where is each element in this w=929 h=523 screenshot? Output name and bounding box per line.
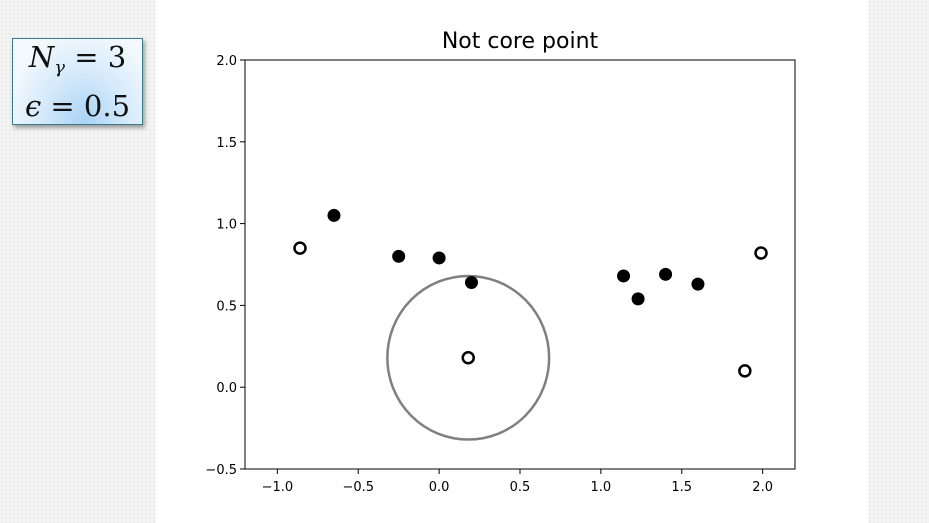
x-tick-label: −1.0: [262, 480, 294, 495]
filled-data-point: [617, 269, 631, 283]
chart-title: Not core point: [442, 29, 599, 54]
hollow-data-point: [754, 246, 768, 260]
epsilon-neighborhood-circle: [386, 274, 551, 441]
parameter-box: Nγ = 3 ϵ = 0.5: [12, 38, 143, 125]
plot-content: [293, 208, 768, 441]
min-points-symbol: N: [28, 40, 55, 74]
y-tick-label: 0.0: [216, 381, 237, 396]
y-tick-label: −0.5: [205, 463, 237, 478]
hollow-data-point: [461, 351, 475, 365]
y-tick-label: 1.0: [216, 218, 237, 233]
epsilon-parameter: ϵ = 0.5: [25, 87, 130, 125]
x-tick-label: 0.0: [429, 480, 450, 495]
filled-data-point: [464, 275, 478, 289]
y-axis: −0.5 0.0 0.5 1.0 1.5 2.0: [205, 54, 245, 478]
right-background-strip: [868, 0, 929, 523]
x-axis: −1.0 −0.5 0.0 0.5 1.0 1.5 2.0: [262, 469, 773, 495]
filled-data-point: [659, 267, 673, 281]
hollow-data-point: [293, 241, 307, 255]
plot-frame: [244, 59, 796, 470]
y-tick-label: 0.5: [216, 299, 237, 314]
min-points-value: = 3: [74, 40, 127, 74]
epsilon-value: = 0.5: [50, 89, 131, 123]
x-tick-label: 1.5: [671, 480, 692, 495]
hollow-data-point: [738, 364, 752, 378]
x-tick-label: 2.0: [752, 480, 773, 495]
min-points-parameter: Nγ = 3: [29, 38, 126, 87]
epsilon-symbol: ϵ: [24, 89, 42, 123]
filled-data-point: [631, 292, 645, 306]
min-points-subscript: γ: [54, 57, 65, 78]
x-tick-label: 1.0: [591, 480, 612, 495]
filled-data-point: [327, 208, 341, 222]
y-tick-label: 1.5: [216, 136, 237, 151]
filled-data-point: [432, 251, 446, 265]
y-tick-label: 2.0: [216, 54, 237, 69]
filled-data-point: [392, 249, 406, 263]
x-tick-label: 0.5: [510, 480, 531, 495]
x-tick-label: −0.5: [342, 480, 374, 495]
filled-data-point: [691, 277, 705, 291]
